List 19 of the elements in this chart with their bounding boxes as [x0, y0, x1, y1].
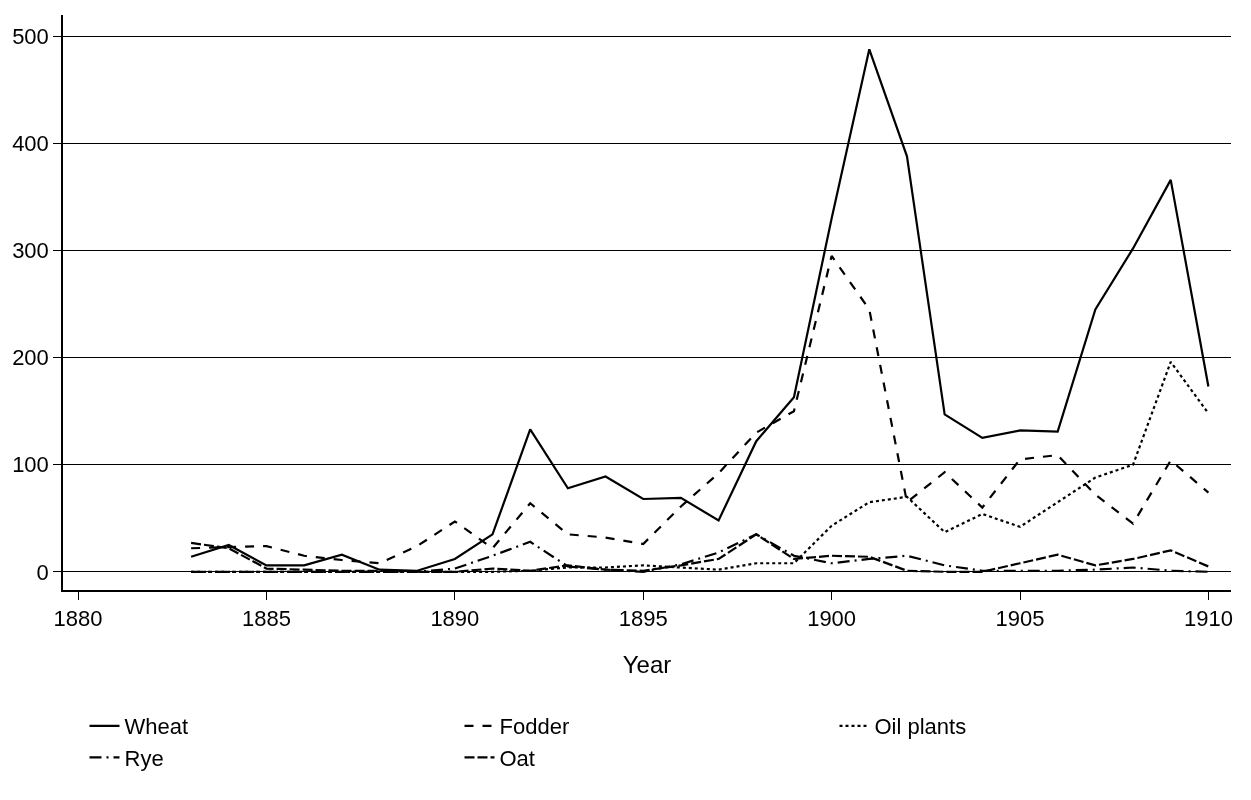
y-tick-label: 300 [12, 238, 49, 264]
legend-label: Oat [499, 745, 535, 771]
x-tick-label: 1895 [618, 606, 668, 632]
y-tick-label: 100 [12, 452, 49, 478]
x-tick-label: 1910 [1183, 606, 1233, 632]
legend-label: Fodder [499, 714, 570, 740]
x-axis-title: Year [622, 650, 672, 678]
legend-label: Wheat [124, 714, 189, 740]
legend-label: Rye [124, 745, 164, 771]
x-tick-label: 1905 [995, 606, 1045, 632]
x-tick-label: 1900 [807, 606, 857, 632]
y-tick-label: 0 [36, 559, 49, 585]
x-tick-label: 1880 [53, 606, 103, 632]
x-tick-label: 1885 [241, 606, 291, 632]
x-tick-label: 1890 [430, 606, 480, 632]
legend-label: Oil plants [874, 714, 967, 740]
y-tick-label: 400 [12, 131, 49, 157]
y-tick-label: 200 [12, 345, 49, 371]
y-tick-label: 500 [12, 24, 49, 50]
